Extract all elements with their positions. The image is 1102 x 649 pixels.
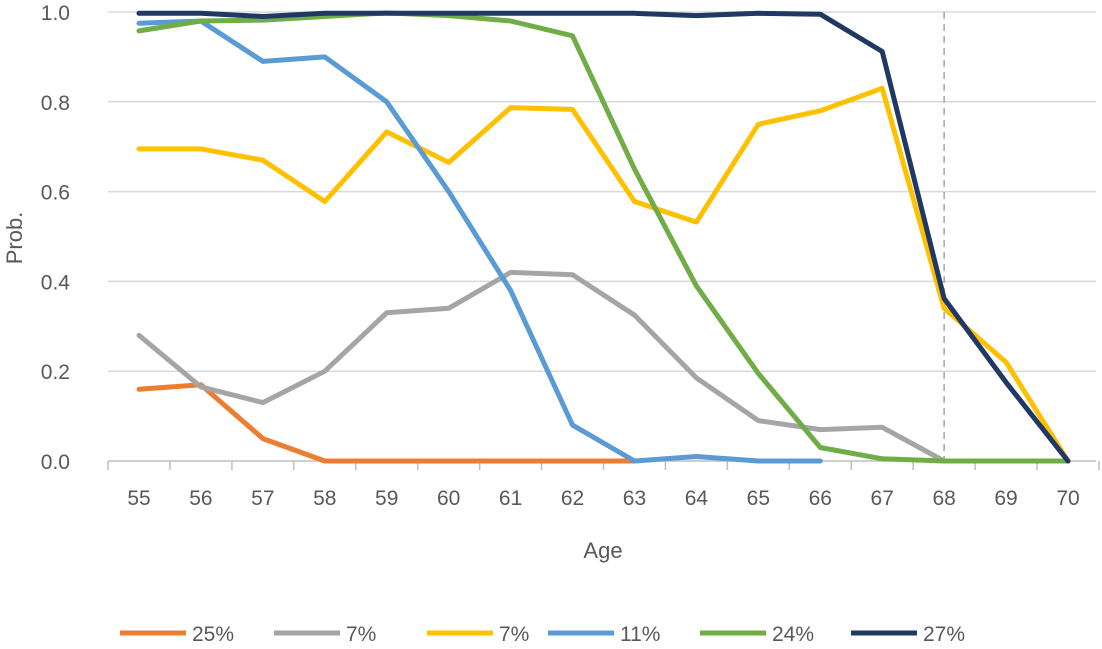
x-tick-label: 69 [994, 487, 1017, 510]
legend-label: 7% [346, 623, 376, 644]
gridlines [108, 11, 1096, 372]
series-lines [136, 10, 1071, 464]
y-tick-label: 0.4 [41, 271, 71, 294]
x-tick-label: 61 [499, 487, 522, 510]
series-line-2 [136, 269, 947, 464]
legend-label: 25% [192, 623, 234, 644]
x-tick-label: 55 [127, 487, 150, 510]
legend-label: 24% [772, 623, 814, 644]
y-axis-label: Prob. [2, 212, 27, 265]
series-line-4 [136, 18, 823, 464]
x-axis-label: Age [583, 538, 622, 563]
y-tick-label: 1.0 [41, 2, 70, 25]
series-line-5 [136, 10, 1071, 464]
x-tick-label: 64 [685, 487, 709, 510]
x-tick-label: 62 [561, 487, 584, 510]
x-tick-label: 70 [1056, 487, 1079, 510]
legend-label: 7% [499, 623, 529, 644]
y-tick-label: 0.0 [41, 451, 70, 474]
x-tick-label: 57 [251, 487, 274, 510]
y-tick-label: 0.8 [41, 92, 70, 115]
x-tick-label: 65 [747, 487, 770, 510]
y-tick-label: 0.6 [41, 182, 70, 205]
legend-label: 11% [620, 623, 660, 644]
series-line-6 [136, 10, 1071, 464]
y-tick-label: 0.2 [41, 361, 70, 384]
x-tick-label: 60 [437, 487, 460, 510]
legend: 25% 7% 7% 11% 24% 27% [120, 623, 965, 646]
x-tick-label: 68 [932, 487, 955, 510]
x-tick-label: 58 [313, 487, 336, 510]
x-tick-label: 67 [871, 487, 894, 510]
series-line-1 [136, 382, 637, 464]
tick-labels: 0.0 0.2 0.4 0.6 0.8 1.0 55 56 57 58 59 60 61 62 63 64 65… [41, 2, 1080, 510]
legend-label: 27% [923, 623, 965, 644]
x-tick-label: 63 [623, 487, 646, 510]
x-tick-label: 66 [809, 487, 832, 510]
x-tick-label: 59 [375, 487, 398, 510]
series-line-3 [136, 85, 1071, 464]
x-tick-label: 56 [189, 487, 212, 510]
